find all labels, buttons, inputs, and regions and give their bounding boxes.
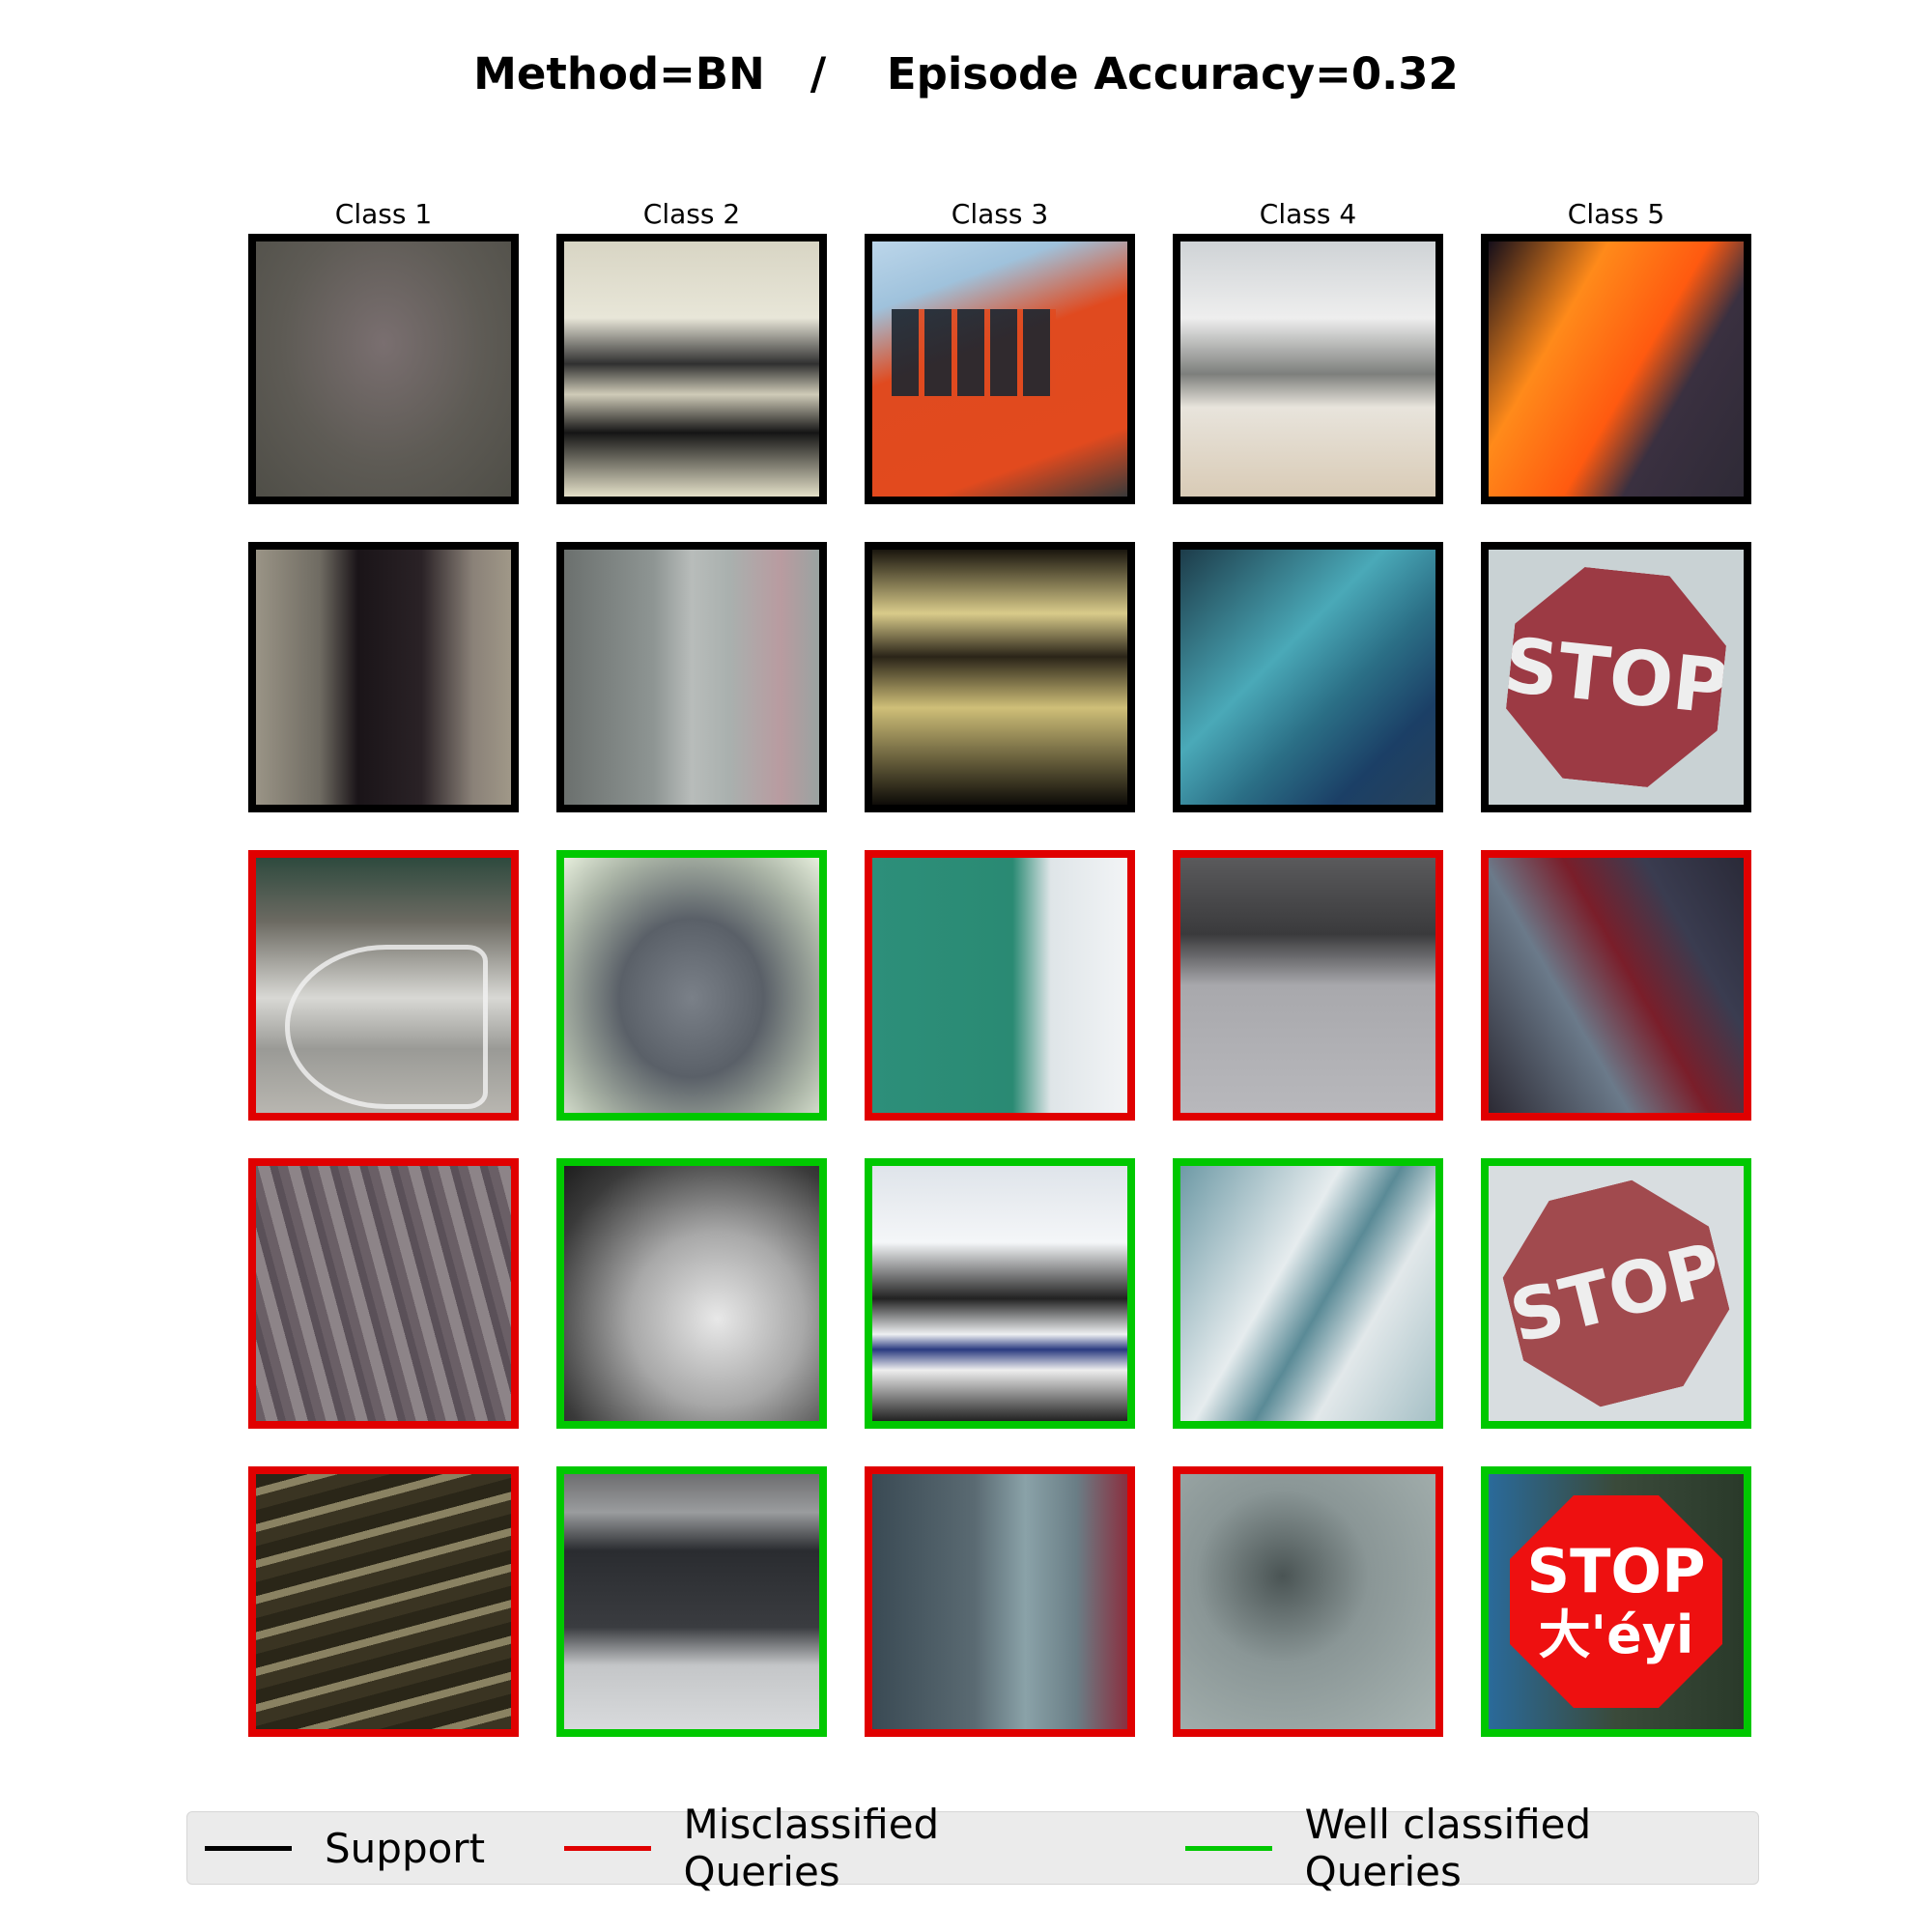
image-tile bbox=[556, 1466, 827, 1737]
legend-line-misclassified bbox=[564, 1845, 651, 1851]
legend-line-well bbox=[1185, 1845, 1272, 1851]
image-tile bbox=[556, 542, 827, 812]
image-tile bbox=[865, 850, 1135, 1121]
image-tile: STOP 大'éyi bbox=[1481, 1466, 1751, 1737]
image-tile bbox=[556, 1158, 827, 1429]
image-tile bbox=[1481, 234, 1751, 504]
image-tile bbox=[1173, 542, 1443, 812]
image-tile bbox=[1173, 234, 1443, 504]
legend-item-well: Well classified Queries bbox=[1185, 1801, 1758, 1895]
legend-label-support: Support bbox=[325, 1824, 486, 1872]
column-label-class-4: Class 4 bbox=[1259, 198, 1357, 230]
column-label-class-3: Class 3 bbox=[951, 198, 1049, 230]
image-tile bbox=[556, 234, 827, 504]
legend-label-misclassified: Misclassified Queries bbox=[683, 1801, 940, 1895]
legend-label-well: Well classified Queries bbox=[1304, 1801, 1592, 1895]
legend-item-support: Support bbox=[205, 1825, 485, 1872]
image-tile bbox=[1173, 850, 1443, 1121]
image-tile bbox=[865, 1158, 1135, 1429]
image-tile bbox=[556, 850, 827, 1121]
image-tile bbox=[248, 850, 519, 1121]
image-tile bbox=[865, 1466, 1135, 1737]
legend-line-support bbox=[205, 1845, 292, 1851]
image-tile bbox=[865, 542, 1135, 812]
image-tile bbox=[865, 234, 1135, 504]
legend: Support Misclassified Queries Well class… bbox=[186, 1801, 1759, 1895]
legend-item-misclassified: Misclassified Queries bbox=[564, 1801, 1106, 1895]
image-tile: STOP bbox=[1481, 542, 1751, 812]
image-tile bbox=[1173, 1466, 1443, 1737]
image-tile bbox=[248, 542, 519, 812]
stop-sign-image: STOP 大'éyi bbox=[1510, 1495, 1722, 1708]
image-tile bbox=[248, 1466, 519, 1737]
column-label-class-5: Class 5 bbox=[1567, 198, 1665, 230]
figure-title: Method=BN / Episode Accuracy=0.32 bbox=[473, 48, 1459, 99]
image-tile bbox=[248, 1158, 519, 1429]
image-tile bbox=[1173, 1158, 1443, 1429]
image-tile bbox=[1481, 850, 1751, 1121]
image-tile: STOP bbox=[1481, 1158, 1751, 1429]
column-label-class-1: Class 1 bbox=[334, 198, 433, 230]
image-tile bbox=[248, 234, 519, 504]
column-label-class-2: Class 2 bbox=[642, 198, 741, 230]
